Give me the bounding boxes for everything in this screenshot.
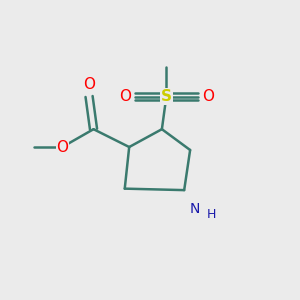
- Text: O: O: [83, 77, 95, 92]
- Text: N: N: [190, 202, 200, 216]
- Text: H: H: [206, 208, 216, 221]
- Text: S: S: [161, 89, 172, 104]
- Text: O: O: [119, 89, 131, 104]
- Text: O: O: [202, 89, 214, 104]
- Text: O: O: [56, 140, 68, 154]
